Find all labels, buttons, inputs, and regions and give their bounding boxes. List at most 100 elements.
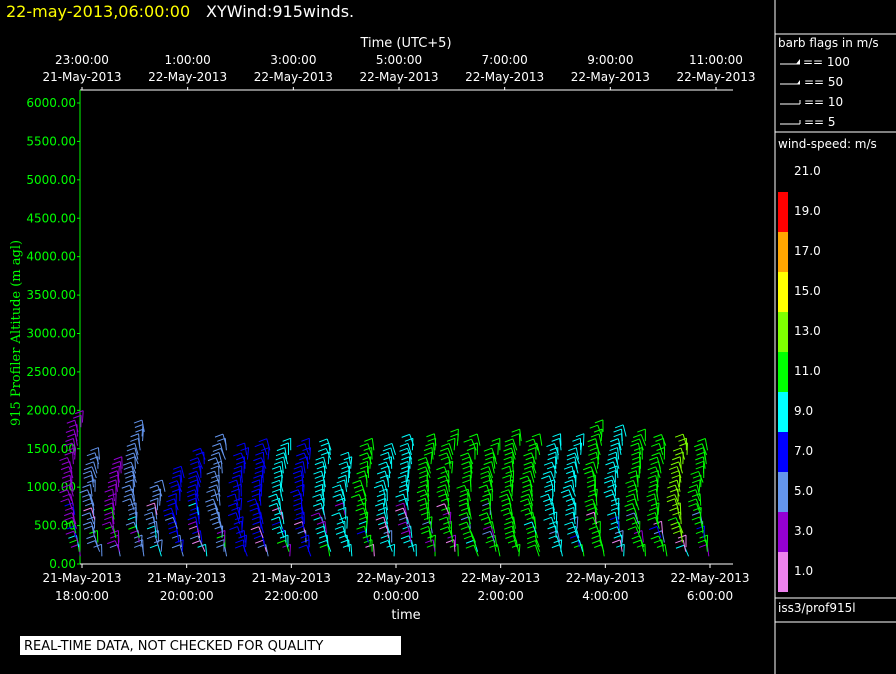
wind-barb-flag [697, 438, 706, 442]
wind-barb-flag [626, 507, 635, 512]
wind-barb-flag [122, 461, 132, 466]
wind-barb-flag [694, 443, 703, 448]
wind-barb-flag [631, 438, 640, 443]
wind-barb-flag [609, 526, 618, 531]
wind-barb-staff [72, 438, 77, 451]
wind-barb-flag [610, 442, 619, 447]
wind-barb-flag [504, 525, 513, 530]
wind-barb-flag [319, 438, 328, 443]
wind-barb-flag [482, 530, 491, 535]
wind-barb-flag [61, 484, 71, 489]
wind-barb-staff [466, 521, 472, 534]
wind-barb-flag [480, 516, 490, 521]
wind-barb-staff [278, 516, 283, 529]
wind-barb-flag [567, 530, 576, 535]
wind-barb-flag [419, 506, 428, 511]
wind-barb-flag [133, 419, 143, 424]
wind-barb-flag [125, 474, 134, 479]
wind-barb-flag [315, 456, 324, 461]
wind-barb-flag [423, 516, 433, 521]
header-title: XYWind:915winds. [206, 2, 354, 21]
wind-barb-flag [400, 530, 410, 535]
wind-barb-flag [527, 447, 536, 451]
wind-barb-flag [315, 525, 324, 530]
wind-barb-flag [149, 497, 159, 502]
speed-legend-label: 13.0 [794, 324, 821, 338]
wind-barb-staff [560, 539, 563, 552]
wind-barb-staff [698, 479, 701, 492]
speed-legend-swatch [778, 272, 788, 312]
wind-barb-staff [424, 498, 428, 511]
wind-barb-flag [653, 434, 662, 438]
y-tick-label: 500.00 [34, 519, 76, 533]
top-tick-date: 22-May-2013 [465, 70, 544, 84]
wind-barb-flag [146, 507, 156, 512]
y-tick-label: 6000.00 [26, 96, 76, 110]
wind-barb-flag [647, 474, 656, 479]
wind-barb-staff [639, 438, 644, 451]
wind-barb-flag [149, 544, 159, 549]
wind-barb-staff [554, 443, 559, 456]
barb-legend-label: == 100 [803, 55, 850, 69]
wind-barb-staff [496, 544, 501, 557]
wind-barb-staff [239, 475, 242, 488]
wind-barb-staff [69, 475, 72, 488]
wind-barb-staff [309, 447, 312, 460]
wind-barb-flag [438, 452, 447, 457]
wind-barb-flag [565, 511, 574, 516]
wind-barb-flag [124, 479, 134, 484]
wind-barb-staff [319, 494, 325, 506]
top-tick-date: 22-May-2013 [359, 70, 438, 84]
wind-barb-staff [680, 447, 686, 460]
wind-barb-flag [587, 438, 596, 443]
wind-barb-staff [616, 465, 619, 478]
wind-barb-staff [181, 539, 184, 552]
wind-barb-flag [126, 447, 136, 452]
wind-barb-staff [696, 503, 702, 515]
wind-barb-staff [408, 530, 412, 543]
wind-barb-staff [593, 461, 598, 474]
wind-barb-staff [384, 498, 388, 511]
wind-barb-flag [107, 540, 116, 545]
wind-barb-staff [447, 526, 454, 539]
wind-barb-flag [609, 447, 618, 452]
wind-barb-flag [417, 466, 426, 471]
wind-profile [373, 442, 397, 557]
wind-barb-staff [405, 521, 411, 534]
wind-barb-staff [297, 489, 303, 502]
wind-barb-flag [546, 479, 555, 484]
wind-barb-flag [334, 525, 344, 530]
wind-barb-flag [648, 526, 658, 530]
wind-barb-staff [89, 512, 95, 525]
wind-barb-staff [279, 526, 285, 539]
wind-barb-flag [671, 525, 680, 530]
wind-barb-flag [568, 447, 577, 452]
wind-barb-staff [664, 544, 668, 557]
wind-barb-staff [425, 457, 431, 469]
wind-barb-staff [133, 452, 139, 465]
wind-barb-staff [531, 521, 537, 534]
wind-barb-staff [324, 521, 327, 534]
wind-barb-staff [235, 503, 240, 515]
wind-barb-staff [72, 517, 77, 529]
wind-barb-staff [638, 452, 641, 465]
wind-barb-flag [319, 544, 328, 548]
wind-barb-flag [562, 484, 572, 489]
wind-barb-staff [407, 443, 412, 456]
wind-barb-staff [699, 507, 702, 520]
wind-barb-flag [613, 433, 622, 438]
wind-barb-flag [675, 451, 684, 456]
wind-barb-staff [176, 480, 183, 492]
wind-barb-staff [552, 507, 556, 520]
wind-barb-flag [437, 484, 446, 489]
wind-barb-flag [667, 484, 676, 489]
wind-barb-staff [381, 484, 386, 497]
wind-barb-flag [607, 456, 616, 461]
wind-barb-flag [122, 498, 131, 503]
x-tick-time: 20:00:00 [160, 589, 214, 603]
wind-barb-flag [610, 502, 620, 507]
wind-barb-flag [566, 456, 576, 461]
wind-barb-flag [316, 465, 325, 470]
wind-barb-staff [641, 530, 644, 543]
